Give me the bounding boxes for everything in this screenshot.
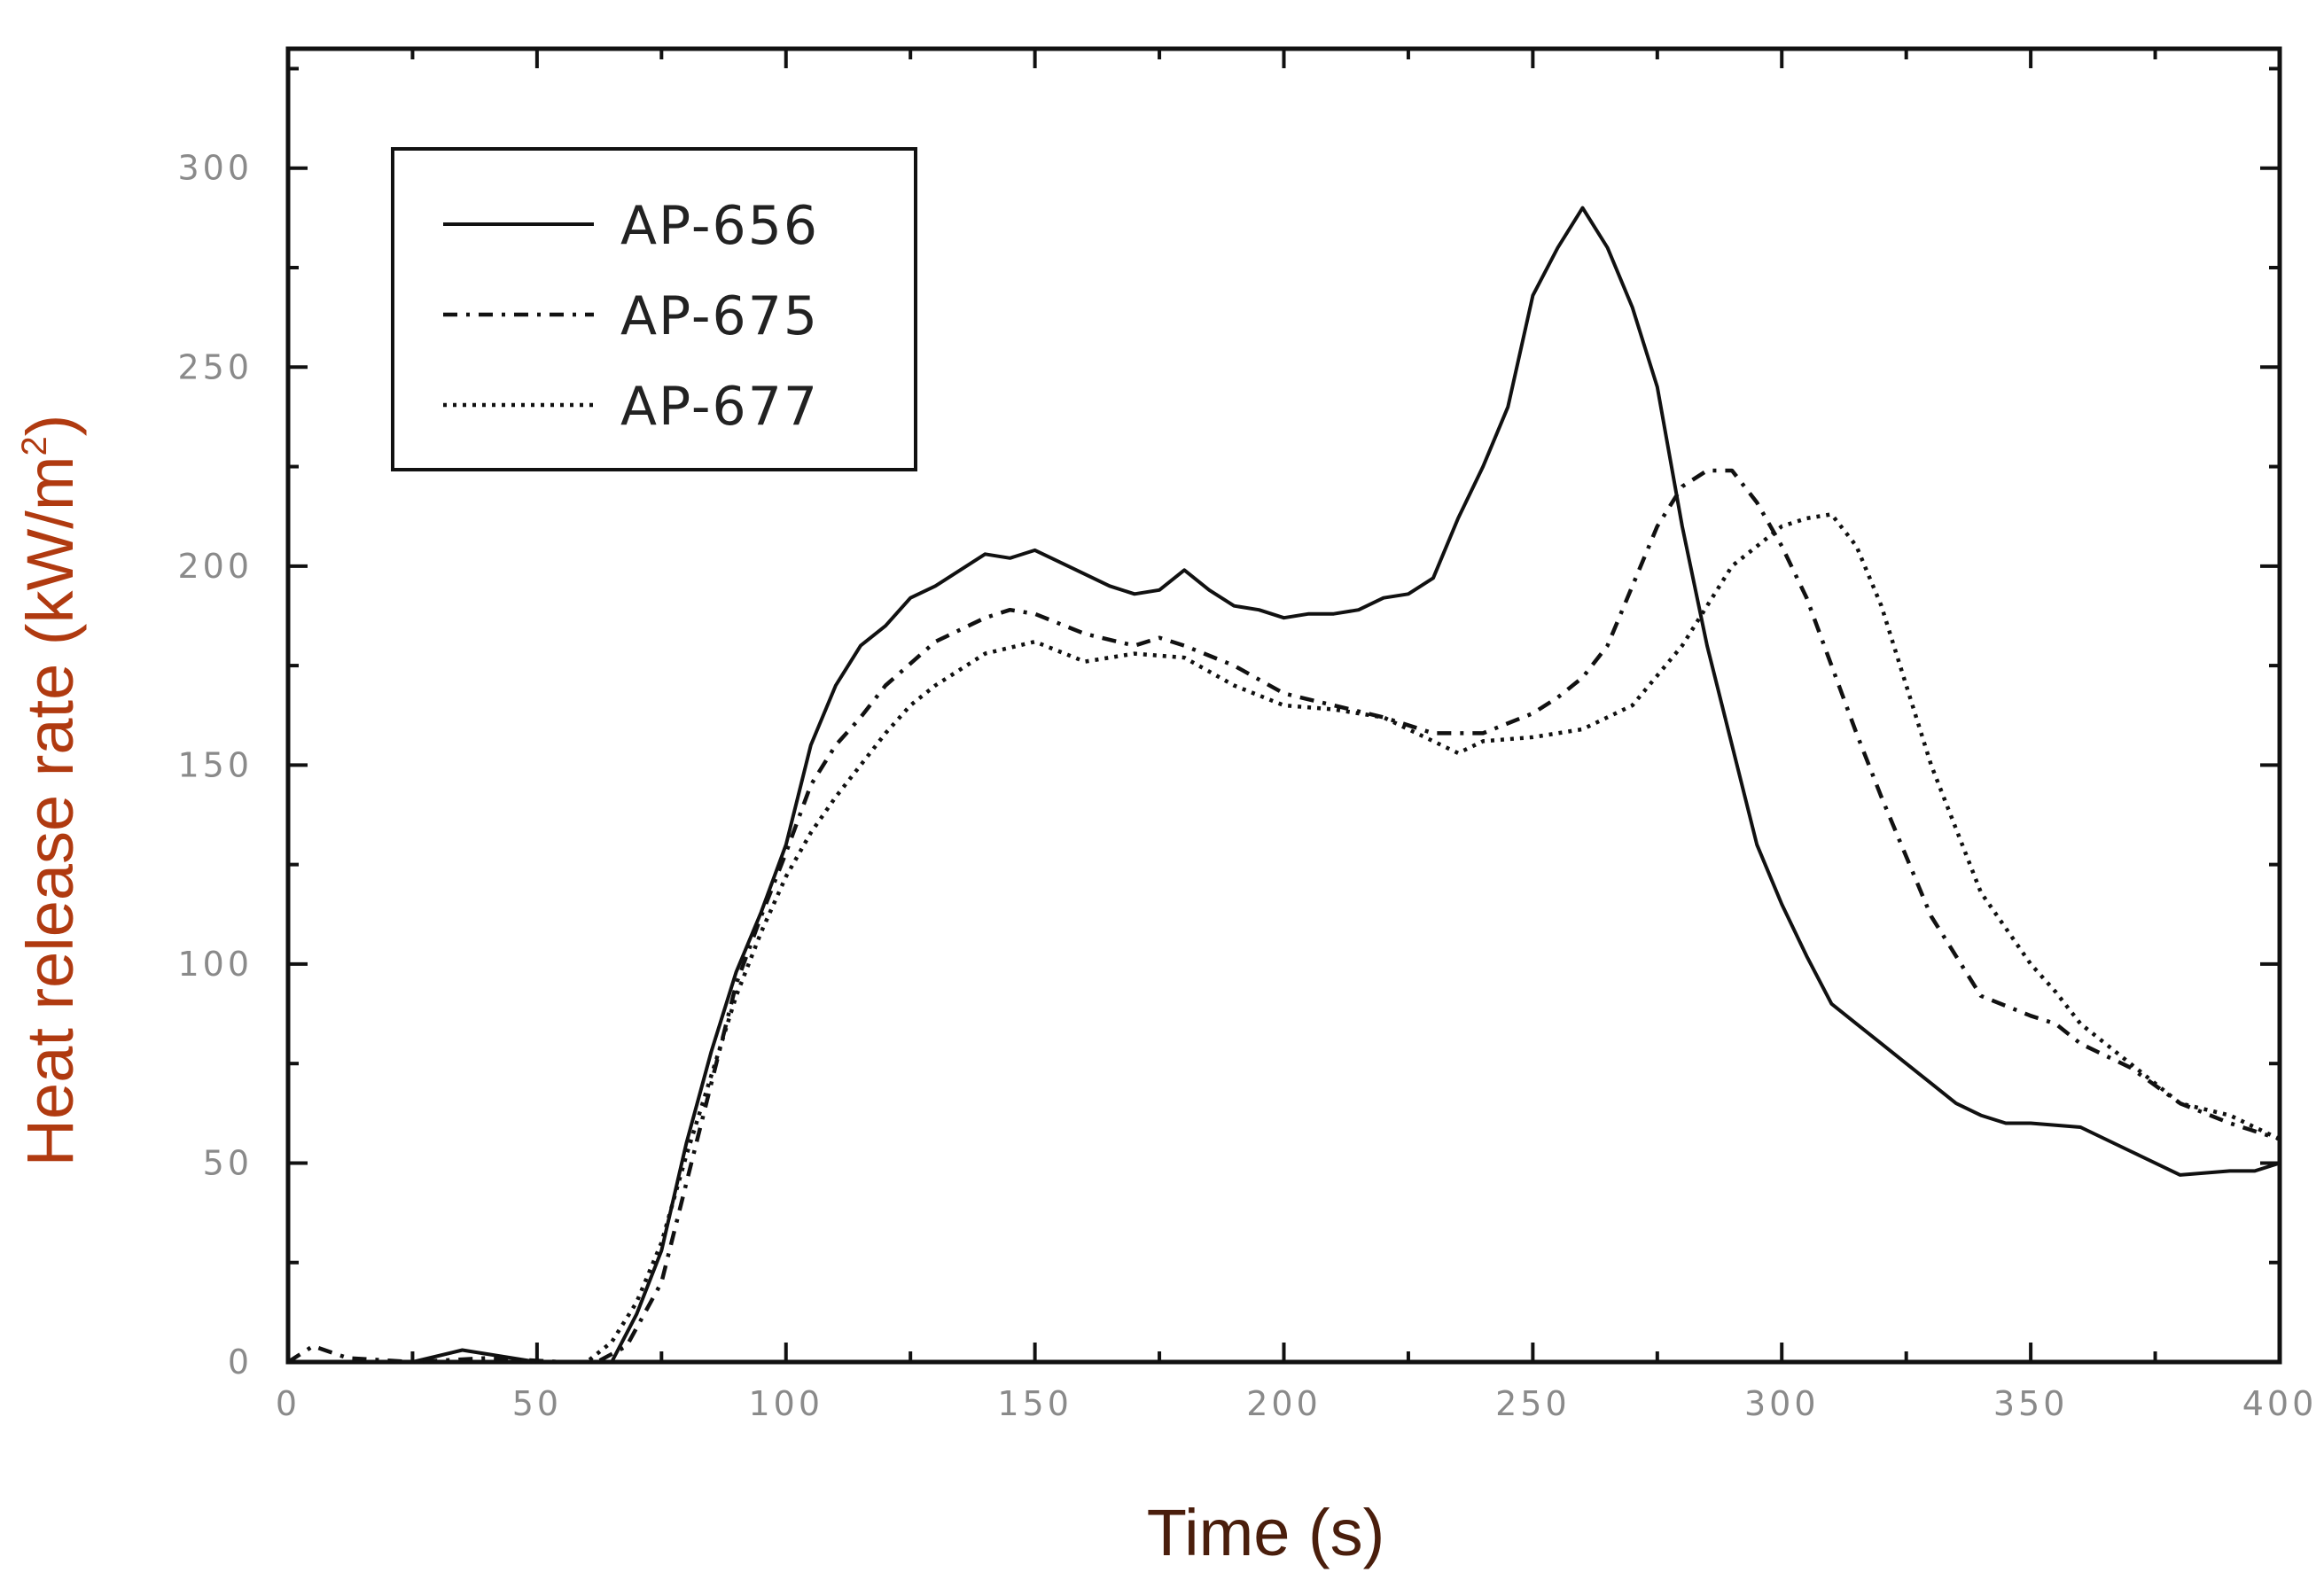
legend-label-ap-675: AP-675	[620, 285, 819, 347]
legend: AP-656 AP-675 AP-677	[391, 147, 917, 471]
legend-box	[391, 147, 917, 471]
series-line-ap-675	[286, 468, 2281, 1365]
x-tick-label: 350	[1993, 1384, 2069, 1423]
legend-entries: AP-656 AP-675 AP-677	[443, 195, 819, 438]
x-tick-label: 250	[1495, 1384, 1571, 1423]
y-tick-label: 200	[177, 547, 253, 586]
y-tick-label: 300	[177, 149, 253, 188]
x-tick-label: 200	[1246, 1384, 1322, 1423]
legend-label-ap-677: AP-677	[620, 376, 819, 438]
y-axis-title-main: Heat release rate (kW/m	[13, 456, 87, 1167]
y-tick-label: 250	[177, 347, 253, 386]
series-line-ap-677	[288, 512, 2281, 1365]
x-tick-label: 300	[1744, 1384, 1820, 1423]
y-tick-label: 0	[228, 1343, 253, 1382]
tick-layer	[286, 49, 2281, 1364]
x-tick-label: 100	[748, 1384, 823, 1423]
y-tick-label: 50	[203, 1143, 253, 1182]
y-axis-title-close: )	[13, 415, 87, 437]
legend-label-ap-656: AP-656	[620, 195, 819, 257]
y-axis-title-superscript: 2	[15, 436, 54, 455]
tick-label-layer: 0 50 100 150 200 250 300 350 400 0 50 100 150 200 250 3…	[177, 149, 2318, 1423]
x-axis-title: Time (s)	[1147, 1496, 1385, 1569]
x-tick-label: 150	[997, 1384, 1072, 1423]
y-tick-label: 150	[177, 745, 253, 784]
y-tick-label: 100	[177, 945, 253, 984]
y-axis-title: Heat release rate (kW/m2)	[13, 415, 87, 1167]
x-tick-label: 400	[2242, 1384, 2318, 1423]
series-line-ap-656	[288, 206, 2281, 1364]
series-layer	[286, 206, 2281, 1365]
x-tick-label: 0	[276, 1384, 300, 1423]
x-tick-label: 50	[512, 1384, 562, 1423]
